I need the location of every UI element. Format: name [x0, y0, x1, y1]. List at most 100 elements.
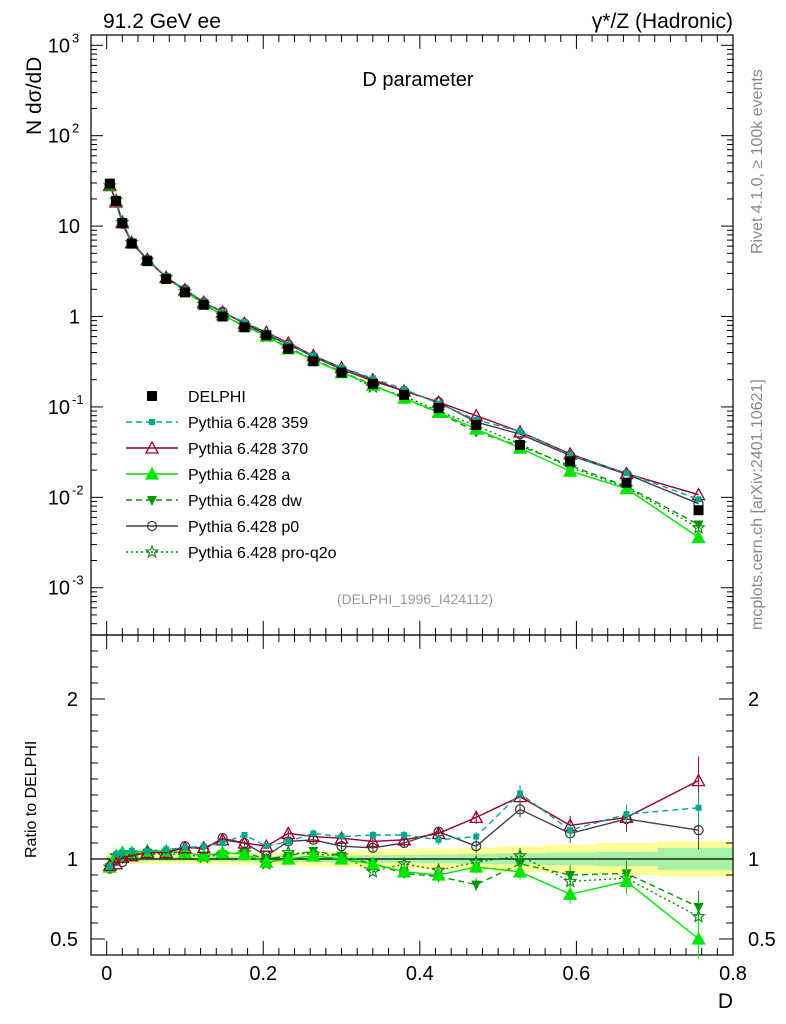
data-point-pdw [693, 520, 704, 531]
data-point-data [693, 505, 704, 516]
y-tick-label: 10 [48, 397, 70, 419]
data-point-p359 [623, 470, 630, 477]
left-title: 91.2 GeV ee [103, 10, 221, 33]
data-point-p359 [401, 386, 408, 393]
ratio-point-p359 [369, 832, 376, 838]
ratio-point-pa [196, 848, 211, 862]
legend-label: Pythia 6.428 359 [188, 415, 308, 432]
ratio-line-p370 [109, 779, 699, 867]
ratio-point-p359 [473, 833, 480, 840]
ratio-point-pa [306, 848, 321, 862]
ratio-point-pa [365, 856, 380, 870]
ratio-point-pa [259, 854, 274, 868]
ratio-panel: 0.5 0.5 1 1 2 2 0 0.2 0.4 0.6 0.8 [50, 634, 776, 985]
y-tick-exponent: 2 [72, 121, 79, 136]
ratio-point-pa [397, 864, 412, 878]
legend-marker-pp0 [146, 520, 158, 532]
legend-marker-p359 [149, 419, 155, 425]
data-point-data [283, 343, 294, 354]
plot-title: D parameter [362, 69, 473, 91]
ratio-point-pa [237, 846, 252, 860]
legend-label: Pythia 6.428 370 [188, 441, 308, 458]
ratio-point-pa [431, 867, 446, 881]
ratio-point-p359 [310, 830, 317, 837]
ratio-point-pq2o [365, 864, 381, 878]
ratio-point-p370 [365, 834, 380, 848]
ratio-frame [90, 634, 734, 956]
ratio-point-pa [334, 851, 349, 865]
ratio-point-p359 [119, 849, 126, 856]
data-point-p359 [369, 375, 376, 382]
x-tick-label: 0.2 [249, 963, 277, 985]
ratio-point-pdw [693, 903, 704, 913]
ratio-point-p359 [338, 833, 345, 840]
x-tick-label: 0.8 [719, 963, 747, 985]
ratio-point-pp0 [693, 825, 704, 836]
ratio-point-p359 [285, 838, 292, 845]
data-point-data [111, 195, 122, 206]
data-point-data [399, 389, 410, 400]
data-point-pa [563, 463, 578, 477]
ratio-point-pp0 [514, 804, 526, 815]
ratio-point-pa [512, 864, 528, 878]
ratio-point-p370 [691, 773, 706, 787]
ratio-point-pa [691, 931, 706, 945]
data-point-p359 [567, 451, 574, 458]
ratio-point-p359 [695, 804, 702, 811]
y-tick-label: 10 [58, 216, 80, 238]
data-point-data [621, 477, 632, 488]
ratio-y-tick-label: 2 [67, 689, 78, 711]
legend: DELPHI Pythia 6.428 359 Pythia 6.428 370 Py… [126, 389, 337, 562]
data-point-data [565, 456, 576, 467]
data-point-data [433, 403, 444, 414]
ratio-point-p359 [106, 864, 113, 870]
ratio-point-p359 [623, 811, 630, 818]
ratio-point-p359 [435, 836, 442, 843]
ratio-y-tick-label-right: 0.5 [748, 929, 776, 951]
y-tick-label: 10 [48, 35, 70, 57]
ratio-point-pp0 [336, 841, 347, 852]
legend-label: Pythia 6.428 dw [188, 493, 302, 510]
series-pp0 [104, 180, 704, 509]
ratio-y-tick-label: 0.5 [50, 929, 78, 951]
data-point-p359 [310, 352, 317, 359]
y-tick-exponent: -2 [72, 482, 84, 497]
right-title: γ*/Z (Hadronic) [592, 10, 733, 33]
ratio-point-pa [281, 851, 296, 865]
data-point-data [142, 256, 153, 267]
ratio-point-p370 [124, 848, 139, 862]
data-point-data [198, 299, 209, 310]
data-point-p359 [473, 416, 480, 423]
ratio-point-p359 [219, 840, 226, 846]
ratio-point-pp0 [471, 841, 482, 852]
data-point-data [471, 420, 482, 431]
legend-marker-pa [144, 466, 160, 480]
ratio-point-p359 [144, 848, 151, 854]
analysis-id: (DELPHI_1996_I424112) [337, 591, 493, 607]
ratio-point-pa [469, 859, 484, 873]
ratio-point-pa [177, 845, 193, 859]
ratio-point-p359 [241, 832, 248, 838]
ratio-point-p359 [401, 832, 408, 838]
ratio-y-tick-label-right: 2 [748, 689, 759, 711]
ratio-point-p359 [181, 844, 188, 851]
x-tick-label: 0.6 [563, 963, 591, 985]
data-point-data [367, 378, 378, 389]
legend-label: Pythia 6.428 pro-q2o [188, 545, 337, 562]
data-point-data [161, 273, 172, 284]
data-point-data [308, 356, 319, 367]
ratio-point-p370 [108, 856, 124, 870]
ratio-point-pdw [565, 871, 576, 881]
y-tick-label: 10 [48, 487, 70, 509]
ratio-point-p359 [113, 851, 120, 858]
ratio-point-pp0 [283, 836, 294, 847]
x-tick-label: 0 [101, 963, 112, 985]
data-point-data [104, 178, 115, 189]
ratio-point-p359 [263, 843, 270, 850]
legend-marker-pdw [147, 496, 157, 506]
ratio-point-p359 [200, 843, 207, 850]
data-point-data [261, 330, 272, 341]
legend-label: DELPHI [188, 389, 246, 406]
